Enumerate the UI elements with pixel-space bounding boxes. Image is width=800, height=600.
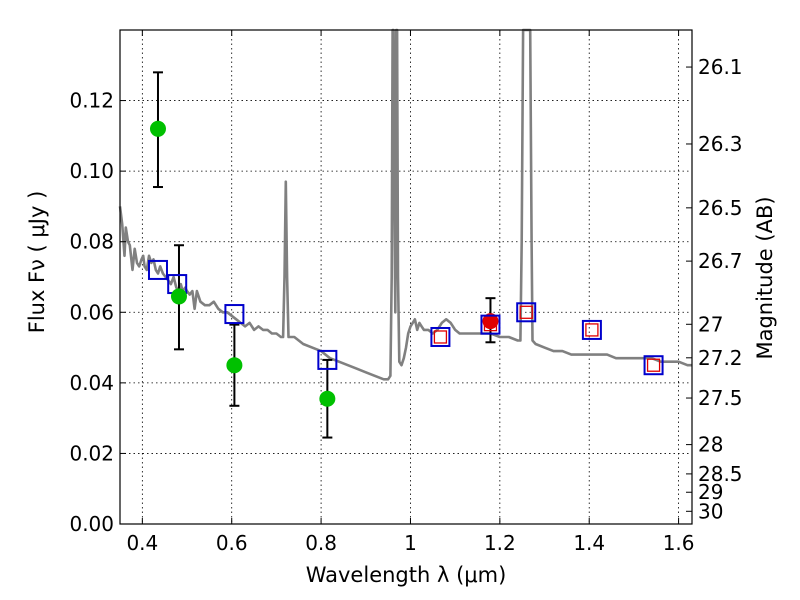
template-spectrum-line	[118, 28, 692, 381]
x-axis-label: Wavelength λ (μm)	[306, 563, 507, 587]
y-tick-label: 0.10	[69, 159, 114, 183]
model-point-inner	[483, 317, 498, 332]
y-tick-label: 0.02	[69, 441, 114, 465]
grid	[120, 30, 692, 525]
observed-nir-point	[482, 313, 499, 330]
model-point	[147, 259, 168, 280]
x-axis-label-text: Wavelength λ (μm)	[306, 563, 507, 587]
observed-optical-point	[170, 288, 187, 305]
y-tick-label: 0.04	[69, 371, 114, 395]
y2-axis-label: Magnitude (AB)	[753, 196, 777, 359]
x-tick-label: 0.6	[216, 531, 248, 555]
observed-optical-point	[149, 120, 166, 137]
y-axis-label-text: Flux Fν ( μJy )	[25, 191, 49, 334]
model-point-inner	[433, 330, 448, 344]
observed-optical-point	[226, 357, 243, 374]
observed-optical-point	[319, 390, 336, 407]
model-point	[581, 319, 602, 340]
y2-tick-label: 27.5	[698, 386, 743, 410]
x-tick-label: 1.6	[663, 531, 695, 555]
y-tick-label: 0.06	[69, 300, 114, 324]
model-point	[480, 314, 501, 335]
plot-frame	[119, 29, 693, 525]
markers	[147, 71, 664, 439]
x-tick-label: 0.8	[305, 531, 337, 555]
y-tick-label: 0.08	[69, 230, 114, 254]
x-tick-label: 1.4	[573, 531, 605, 555]
y2-tick-label: 27	[698, 312, 723, 336]
y-tick-label: 0.00	[69, 512, 114, 536]
model-point	[317, 349, 338, 370]
y2-tick-label: 28.5	[698, 462, 743, 486]
y2-axis-label-text: Magnitude (AB)	[753, 196, 777, 359]
model-point-inner	[646, 358, 661, 372]
model-point-inner	[585, 323, 599, 337]
x-tick-label: 0.4	[126, 531, 158, 555]
model-point	[643, 355, 664, 376]
x-tick-label: 1.2	[484, 531, 516, 555]
y2-tick-label: 30	[698, 499, 723, 523]
y-axis-label: Flux Fν ( μJy )	[25, 191, 49, 334]
x-tick-label: 1	[404, 531, 417, 555]
y2-tick-label: 29	[698, 480, 723, 504]
model-point	[430, 326, 451, 347]
y2-tick-label: 26.5	[698, 196, 743, 220]
model-point	[224, 304, 245, 325]
ticks: 0.4 0.6 0.8 1 1.2 1.4 1.6 0.00 0.02 0.04 0.06 0.08 0…	[69, 30, 743, 555]
y2-tick-label: 26.7	[698, 249, 743, 273]
model-point-inner	[519, 305, 533, 319]
y-tick-label: 0.12	[69, 89, 114, 113]
y2-tick-label: 27.2	[698, 346, 743, 370]
y2-tick-label: 28	[698, 433, 723, 457]
y2-tick-label: 26.3	[698, 132, 743, 156]
model-point	[516, 302, 537, 323]
y2-tick-label: 26.1	[698, 55, 743, 79]
template-spectrum	[118, 28, 692, 381]
